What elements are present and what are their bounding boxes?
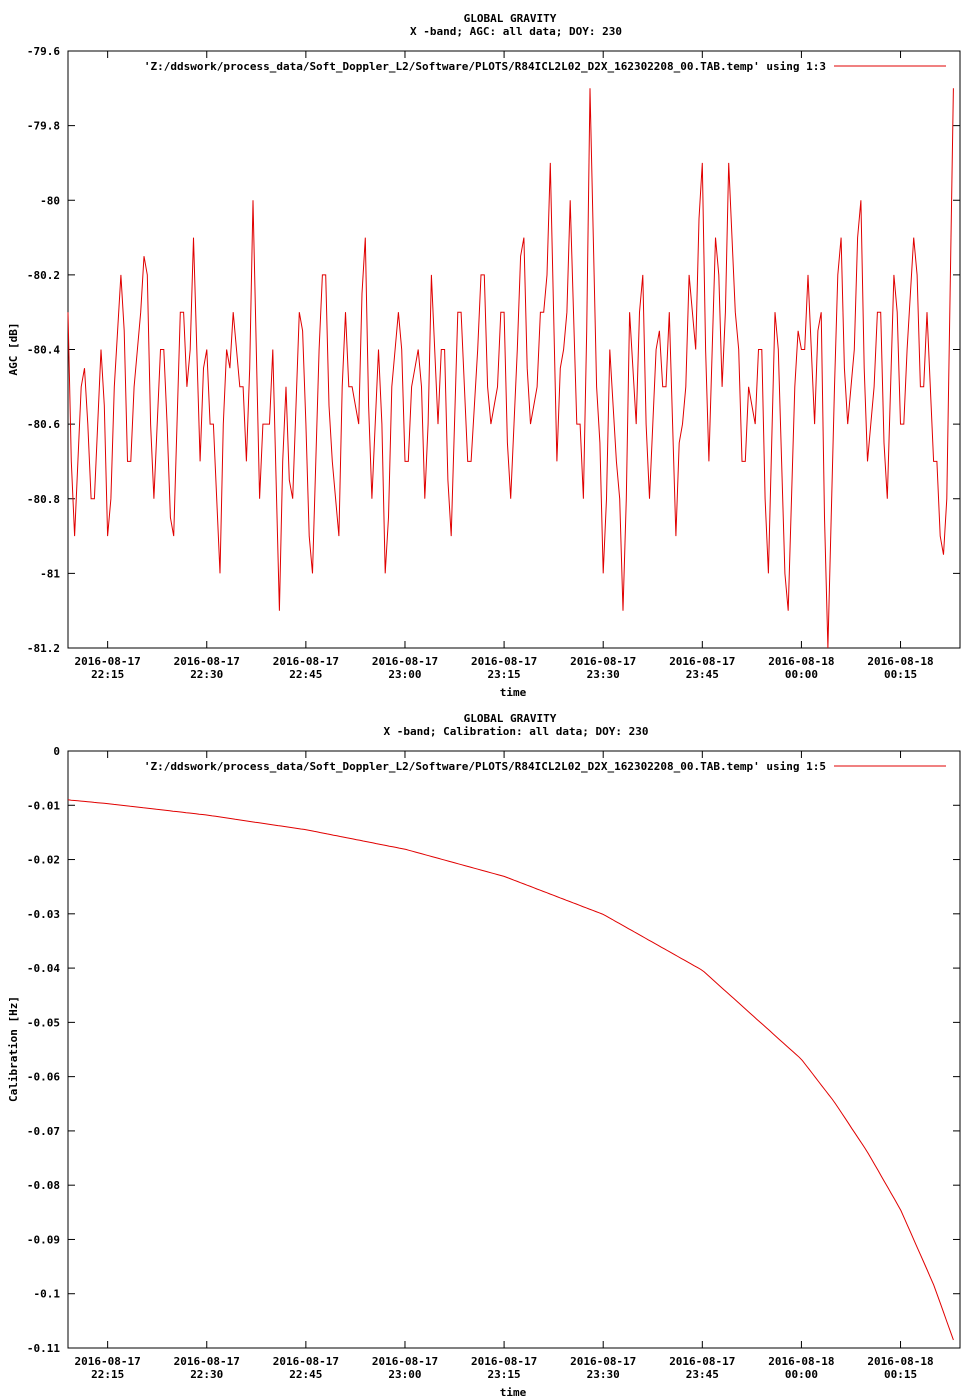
calibration-x-tick-date-label: 2016-08-17 [372, 1355, 438, 1368]
agc-x-tick-time-label: 22:45 [289, 668, 322, 681]
agc-y-tick-label: -79.8 [27, 120, 60, 133]
calibration-chart: GLOBAL GRAVITY X -band; Calibration: all… [7, 712, 961, 1399]
calibration-x-tick-date-label: 2016-08-17 [75, 1355, 141, 1368]
calibration-series-line [67, 799, 954, 1341]
calibration-x-tick-time-label: 23:00 [388, 1368, 421, 1381]
calibration-x-tick-time-label: 22:15 [91, 1368, 124, 1381]
calibration-y-tick-label: -0.05 [27, 1016, 60, 1029]
agc-x-tick-date-label: 2016-08-17 [174, 655, 240, 668]
calibration-chart-subtitle: X -band; Calibration: all data; DOY: 230 [384, 725, 649, 738]
agc-x-tick-time-label: 23:45 [686, 668, 719, 681]
agc-chart-subtitle: X -band; AGC: all data; DOY: 230 [410, 25, 622, 38]
agc-x-tick-date-label: 2016-08-18 [768, 655, 834, 668]
agc-y-tick-label: -80.4 [27, 344, 60, 357]
agc-x-tick-time-label: 00:00 [785, 668, 818, 681]
calibration-x-tick-time-label: 22:30 [190, 1368, 223, 1381]
calibration-x-tick-date-label: 2016-08-17 [273, 1355, 339, 1368]
agc-y-tick-label: -81 [40, 567, 60, 580]
agc-y-tick-label: -79.6 [27, 45, 60, 58]
calibration-y-tick-label: -0.09 [27, 1233, 60, 1246]
calibration-y-tick-label: -0.1 [34, 1288, 61, 1301]
agc-series-line [67, 88, 954, 649]
agc-x-tick-time-label: 22:30 [190, 668, 223, 681]
agc-chart-title: GLOBAL GRAVITY [464, 12, 557, 25]
agc-y-tick-label: -81.2 [27, 642, 60, 655]
calibration-y-tick-label: -0.03 [27, 908, 60, 921]
agc-y-tick-label: -80 [40, 194, 60, 207]
calibration-y-tick-label: 0 [53, 745, 60, 758]
agc-x-tick-time-label: 00:15 [884, 668, 917, 681]
agc-x-axis-label: time [500, 686, 527, 699]
agc-x-tick-time-label: 23:30 [587, 668, 620, 681]
agc-y-tick-label: -80.8 [27, 493, 60, 506]
agc-y-axis-label: AGC [dB] [7, 323, 20, 376]
agc-x-tick-date-label: 2016-08-17 [273, 655, 339, 668]
agc-legend-entry: 'Z:/ddswork/process_data/Soft_Doppler_L2… [144, 60, 826, 73]
calibration-x-tick-time-label: 22:45 [289, 1368, 322, 1381]
calibration-y-tick-label: -0.11 [27, 1342, 60, 1355]
calibration-x-tick-date-label: 2016-08-17 [174, 1355, 240, 1368]
calibration-y-tick-label: -0.04 [27, 962, 60, 975]
agc-x-tick-time-label: 22:15 [91, 668, 124, 681]
calibration-x-tick-date-label: 2016-08-18 [867, 1355, 933, 1368]
calibration-x-tick-date-label: 2016-08-17 [669, 1355, 735, 1368]
agc-plot-frame [67, 50, 961, 649]
calibration-y-axis-label: Calibration [Hz] [7, 996, 20, 1102]
agc-x-tick-time-label: 23:00 [388, 668, 421, 681]
calibration-y-tick-label: -0.02 [27, 854, 60, 867]
agc-x-tick-time-label: 23:15 [488, 668, 521, 681]
calibration-x-axis-label: time [500, 1386, 527, 1399]
calibration-x-tick-time-label: 00:00 [785, 1368, 818, 1381]
agc-y-tick-label: -80.2 [27, 269, 60, 282]
calibration-y-tick-label: -0.01 [27, 799, 60, 812]
agc-x-tick-date-label: 2016-08-17 [471, 655, 537, 668]
agc-chart: GLOBAL GRAVITY X -band; AGC: all data; D… [7, 12, 961, 699]
calibration-y-tick-label: -0.07 [27, 1125, 60, 1138]
calibration-x-tick-time-label: 23:15 [488, 1368, 521, 1381]
agc-x-tick-date-label: 2016-08-17 [669, 655, 735, 668]
calibration-chart-title: GLOBAL GRAVITY [464, 712, 557, 725]
calibration-x-tick-time-label: 00:15 [884, 1368, 917, 1381]
agc-y-tick-label: -80.6 [27, 418, 60, 431]
calibration-x-tick-date-label: 2016-08-17 [570, 1355, 636, 1368]
calibration-x-tick-date-label: 2016-08-18 [768, 1355, 834, 1368]
calibration-y-tick-label: -0.08 [27, 1179, 60, 1192]
calibration-x-tick-time-label: 23:30 [587, 1368, 620, 1381]
calibration-plot-frame [67, 750, 961, 1349]
agc-x-tick-date-label: 2016-08-17 [570, 655, 636, 668]
calibration-x-tick-date-label: 2016-08-17 [471, 1355, 537, 1368]
calibration-legend-entry: 'Z:/ddswork/process_data/Soft_Doppler_L2… [144, 760, 826, 773]
agc-x-tick-date-label: 2016-08-17 [372, 655, 438, 668]
calibration-y-tick-label: -0.06 [27, 1071, 60, 1084]
calibration-x-tick-time-label: 23:45 [686, 1368, 719, 1381]
agc-x-tick-date-label: 2016-08-17 [75, 655, 141, 668]
agc-x-tick-date-label: 2016-08-18 [867, 655, 933, 668]
